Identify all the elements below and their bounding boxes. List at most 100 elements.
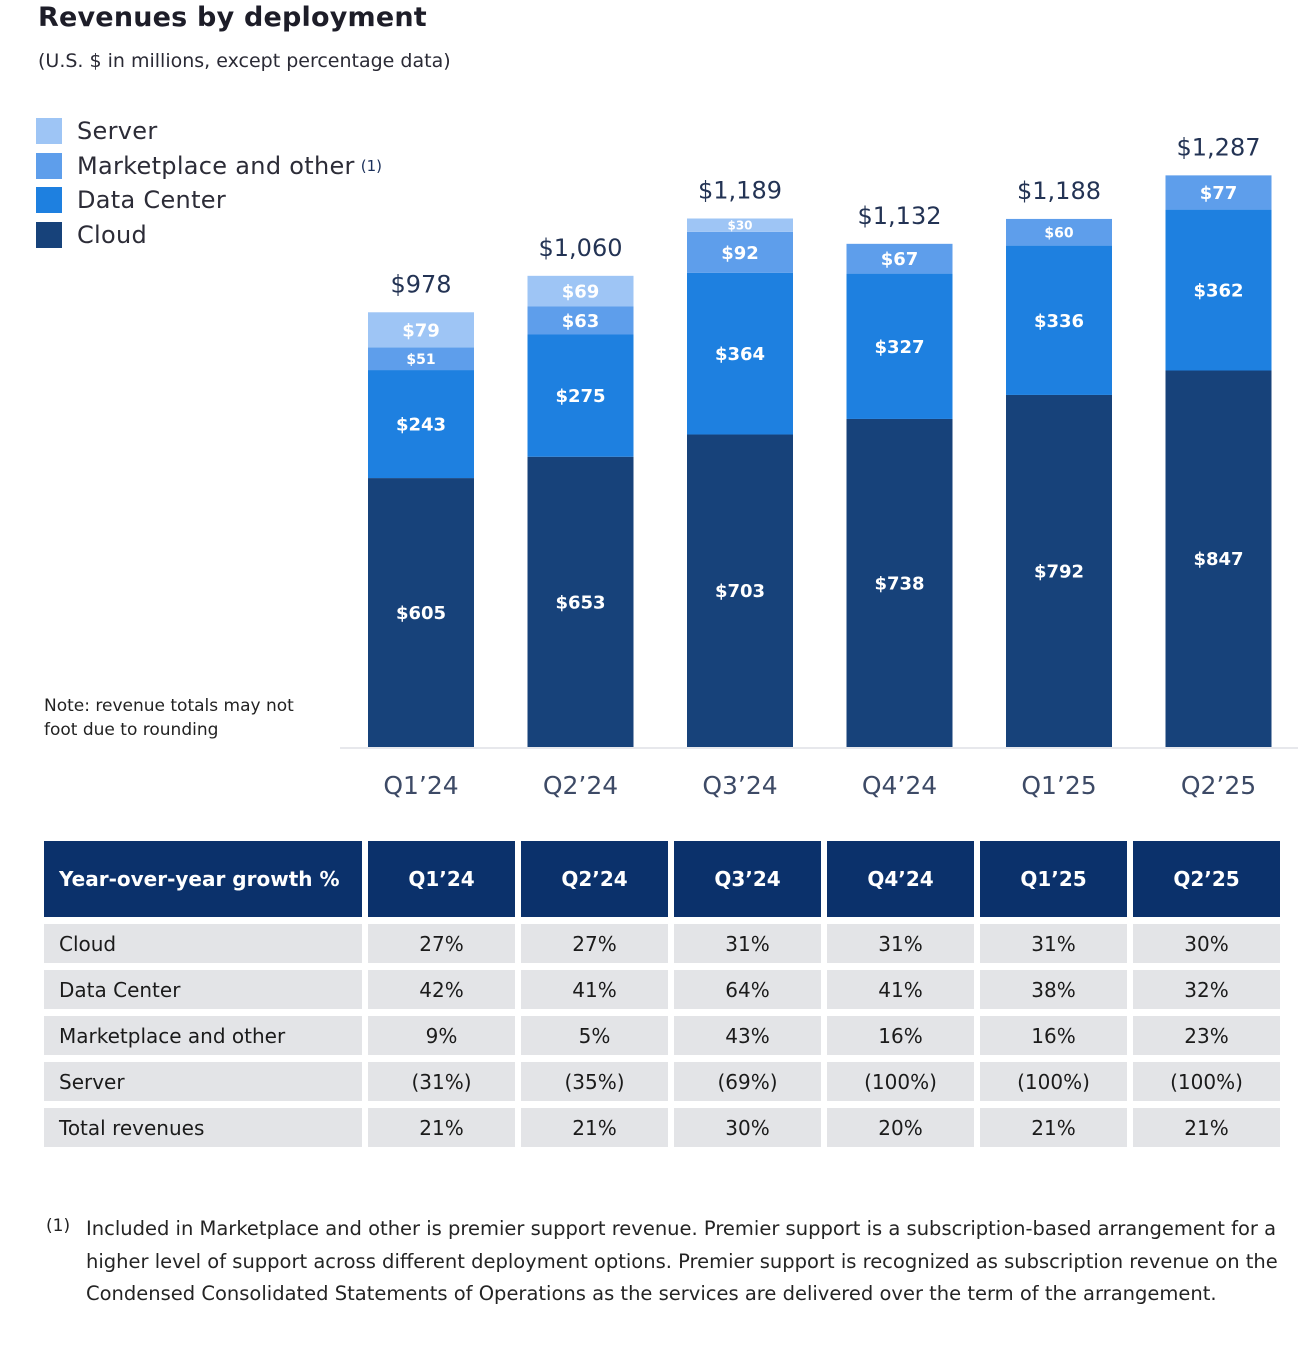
- table-cell: 21%: [368, 1108, 515, 1147]
- table-row: Total revenues 21% 21% 30% 20% 21% 21%: [44, 1108, 1280, 1147]
- bar-total-label: $1,287: [1177, 133, 1261, 161]
- row-label: Total revenues: [44, 1108, 362, 1147]
- bar-segment-server: [527, 275, 634, 307]
- table-header-cell: Q4’24: [827, 841, 974, 917]
- row-label: Cloud: [44, 924, 362, 963]
- table-cell: 21%: [1133, 1108, 1280, 1147]
- table-cell: 30%: [1133, 924, 1280, 963]
- bar-segment-marketplace-and-other: [368, 347, 474, 371]
- legend-item-data-center: Data Center: [36, 183, 382, 218]
- table-cell: (31%): [368, 1062, 515, 1101]
- table-row: Marketplace and other 9% 5% 43% 16% 16% …: [44, 1016, 1280, 1055]
- table-cell: 16%: [980, 1016, 1127, 1055]
- segment-value-label: $69: [562, 282, 600, 303]
- segment-value-label: $847: [1193, 549, 1243, 570]
- legend-swatch-cloud: [36, 221, 62, 248]
- table-cell: 43%: [674, 1016, 821, 1055]
- x-tick-label: Q1’25: [1021, 771, 1096, 800]
- segment-value-label: $275: [555, 386, 605, 407]
- bar-segment-marketplace-and-other: [1165, 175, 1272, 210]
- row-label: Server: [44, 1062, 362, 1101]
- segment-value-label: $79: [402, 320, 440, 341]
- legend-swatch-marketplace: [36, 152, 62, 179]
- bar-total-label: $1,060: [539, 234, 623, 262]
- x-tick-label: Q4’24: [862, 771, 937, 800]
- table-header-title: Year-over-year growth %: [44, 841, 362, 917]
- row-label: Marketplace and other: [44, 1016, 362, 1055]
- segment-value-label: $364: [715, 344, 765, 365]
- x-tick-label: Q3’24: [702, 771, 777, 800]
- segment-value-label: $605: [396, 603, 446, 624]
- table-cell: 32%: [1133, 970, 1280, 1009]
- table-cell: (100%): [980, 1062, 1127, 1101]
- bar-segment-data-center: [368, 370, 474, 479]
- footnote-mark: (1): [46, 1216, 71, 1236]
- revenue-stacked-bar-chart: $605 $243 $51 $79 $978 Q1’24 $653 $275 $63 $69 $1,…: [340, 133, 1298, 800]
- bar-segment-cloud: [368, 478, 474, 747]
- table-row: Data Center 42% 41% 64% 41% 38% 32%: [44, 970, 1280, 1009]
- table-header-cell: Q1’25: [980, 841, 1127, 917]
- x-tick-label: Q1’24: [383, 771, 458, 800]
- table-cell: 9%: [368, 1016, 515, 1055]
- bar-segment-marketplace-and-other: [846, 243, 953, 274]
- bar-segment-marketplace-and-other: [687, 231, 793, 273]
- table-row: Cloud 27% 27% 31% 31% 31% 30%: [44, 924, 1280, 963]
- bar-segment-data-center: [1165, 209, 1272, 371]
- table-cell: 38%: [980, 970, 1127, 1009]
- footnote-text: Included in Marketplace and other is pre…: [86, 1217, 1278, 1305]
- chart-subtitle: (U.S. $ in millions, except percentage d…: [38, 50, 451, 72]
- table-cell: 41%: [521, 970, 668, 1009]
- bar-segment-cloud: [527, 456, 634, 747]
- segment-value-label: $30: [727, 218, 752, 232]
- table-cell: 41%: [827, 970, 974, 1009]
- segment-value-label: $703: [715, 581, 765, 602]
- row-label: Data Center: [44, 970, 362, 1009]
- table-cell: 30%: [674, 1108, 821, 1147]
- footnote: (1) Included in Marketplace and other is…: [46, 1213, 1286, 1311]
- legend-label: Cloud: [77, 220, 148, 249]
- table-cell: (35%): [521, 1062, 668, 1101]
- bar-segment-data-center: [846, 273, 953, 419]
- bar-segment-data-center: [687, 272, 793, 435]
- bar-total-label: $1,189: [698, 176, 782, 204]
- bar-total-label: $1,132: [858, 202, 942, 230]
- table-cell: 21%: [980, 1108, 1127, 1147]
- bar-segment-cloud: [1165, 370, 1272, 747]
- table-cell: (100%): [827, 1062, 974, 1101]
- segment-value-label: $336: [1034, 311, 1084, 332]
- legend-item-server: Server: [36, 114, 382, 149]
- segment-value-label: $60: [1044, 225, 1073, 241]
- bar-segment-cloud: [1006, 394, 1112, 747]
- bar-segment-cloud: [846, 418, 953, 747]
- segment-value-label: $738: [874, 573, 924, 594]
- footnote-reference: (1): [360, 156, 382, 175]
- yoy-growth-table: Year-over-year growth % Q1’24 Q2’24 Q3’2…: [38, 834, 1286, 1154]
- x-tick-label: Q2’24: [543, 771, 618, 800]
- table-row: Server (31%) (35%) (69%) (100%) (100%) (…: [44, 1062, 1280, 1101]
- table-header-cell: Q2’24: [521, 841, 668, 917]
- table-cell: 21%: [521, 1108, 668, 1147]
- table-cell: 5%: [521, 1016, 668, 1055]
- segment-value-label: $92: [721, 243, 759, 264]
- table-cell: 23%: [1133, 1016, 1280, 1055]
- x-tick-label: Q2’25: [1181, 771, 1256, 800]
- legend-item-marketplace: Marketplace and other (1): [36, 149, 382, 184]
- bar-segment-marketplace-and-other: [527, 306, 634, 335]
- table-cell: 16%: [827, 1016, 974, 1055]
- segment-value-label: $51: [406, 352, 435, 368]
- segment-value-label: $792: [1034, 561, 1084, 582]
- table-cell: 27%: [521, 924, 668, 963]
- table-cell: 42%: [368, 970, 515, 1009]
- table-cell: 31%: [980, 924, 1127, 963]
- table-cell: 64%: [674, 970, 821, 1009]
- table-cell: 31%: [827, 924, 974, 963]
- segment-value-label: $327: [874, 337, 924, 358]
- table-cell: (69%): [674, 1062, 821, 1101]
- legend-label: Data Center: [77, 186, 227, 215]
- bar-segment-server: [687, 218, 793, 232]
- table-header-cell: Q2’25: [1133, 841, 1280, 917]
- table-cell: 31%: [674, 924, 821, 963]
- legend-swatch-server: [36, 118, 62, 145]
- segment-value-label: $77: [1200, 183, 1238, 204]
- table-header-cell: Q3’24: [674, 841, 821, 917]
